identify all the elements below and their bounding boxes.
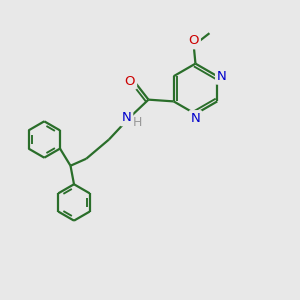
Text: O: O	[125, 75, 135, 88]
Text: H: H	[132, 116, 142, 129]
Text: N: N	[122, 111, 131, 124]
Text: N: N	[190, 112, 200, 125]
Text: N: N	[217, 70, 227, 83]
Text: O: O	[188, 34, 199, 47]
